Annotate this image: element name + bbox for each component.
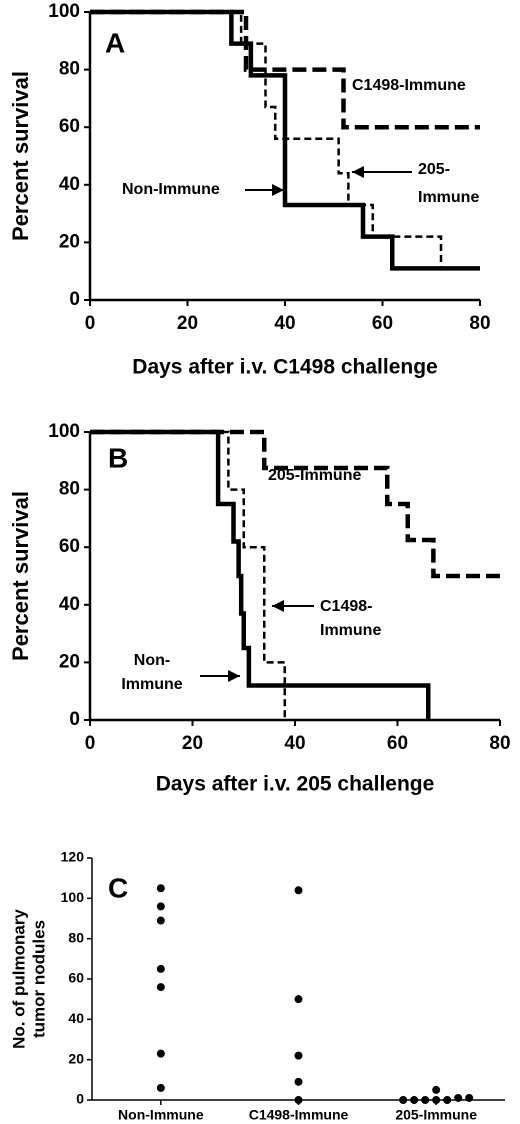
dot — [156, 983, 165, 992]
y-tick-label: 20 — [59, 231, 80, 252]
y-tick-label: 40 — [59, 174, 80, 195]
x-tick-label: 0 — [85, 313, 96, 334]
arrow-head — [272, 184, 284, 196]
y-tick-label: 0 — [76, 1091, 84, 1107]
survival-line — [90, 9, 480, 271]
y-axis-label: tumor nodules — [29, 920, 48, 1038]
x-tick-label: 205-Immune — [395, 1107, 477, 1123]
annotation: C1498- — [320, 598, 372, 615]
y-tick-label: 20 — [59, 651, 80, 672]
panel-label: A — [105, 27, 125, 58]
y-tick-label: 40 — [68, 1010, 84, 1026]
y-tick-label: 60 — [68, 970, 84, 986]
dot — [421, 1096, 430, 1104]
x-tick-label: Non-Immune — [118, 1107, 204, 1123]
x-axis-label: Days after i.v. 205 challenge — [156, 773, 435, 796]
y-axis-label: Percent survival — [8, 491, 33, 661]
dot — [432, 1085, 441, 1094]
y-axis-label: No. of pulmonary — [9, 909, 28, 1049]
survival-line — [90, 430, 286, 720]
annotation: 205-Immune — [268, 467, 361, 484]
arrow-head — [228, 670, 240, 682]
dot — [294, 886, 303, 895]
panel-label: C — [108, 872, 128, 903]
y-tick-label: 100 — [61, 889, 85, 905]
x-tick-label: 20 — [177, 313, 198, 334]
panel-label: B — [108, 442, 128, 473]
annotation: 205- — [418, 161, 450, 178]
y-tick-label: 80 — [68, 929, 84, 945]
dot — [294, 1096, 303, 1104]
annotation: Non-Immune — [122, 181, 220, 198]
annotation: Immune — [320, 622, 381, 639]
y-tick-label: 100 — [48, 421, 80, 442]
arrow-head — [352, 166, 364, 178]
survival-line — [90, 9, 480, 130]
annotation: Non- — [134, 652, 170, 669]
survival-line — [90, 429, 431, 720]
dot — [454, 1093, 463, 1102]
x-tick-label: 80 — [469, 313, 490, 334]
y-tick-label: 0 — [69, 289, 80, 310]
y-tick-label: 80 — [59, 59, 80, 80]
x-tick-label: 40 — [284, 733, 305, 754]
dot — [294, 1077, 303, 1086]
y-tick-label: 60 — [59, 536, 80, 557]
y-tick-label: 60 — [59, 116, 80, 137]
y-tick-label: 80 — [59, 479, 80, 500]
arrow-head — [272, 600, 284, 612]
dot — [156, 884, 165, 893]
y-tick-label: 0 — [69, 709, 80, 730]
x-axis-label: Days after i.v. C1498 challenge — [132, 356, 437, 379]
y-tick-label: 120 — [61, 849, 85, 865]
dot — [156, 902, 165, 911]
annotation: Immune — [418, 189, 479, 206]
dot — [156, 1049, 165, 1058]
dot — [432, 1096, 441, 1104]
y-tick-label: 100 — [48, 1, 80, 22]
y-tick-label: 20 — [68, 1050, 84, 1066]
dot — [410, 1096, 419, 1104]
x-tick-label: 60 — [387, 733, 408, 754]
x-tick-label: 40 — [274, 313, 295, 334]
dot — [156, 1083, 165, 1092]
survival-line — [90, 10, 480, 270]
y-axis-label: Percent survival — [8, 71, 33, 241]
x-tick-label: 80 — [489, 733, 510, 754]
x-tick-label: 20 — [182, 733, 203, 754]
dot — [443, 1096, 452, 1104]
survival-line — [90, 429, 500, 579]
x-tick-label: 60 — [372, 313, 393, 334]
dot — [399, 1096, 408, 1104]
annotation: Immune — [121, 676, 182, 693]
dot — [156, 964, 165, 973]
x-tick-label: C1498-Immune — [249, 1107, 349, 1123]
dot — [294, 1051, 303, 1060]
annotation: C1498-Immune — [352, 77, 466, 94]
dot — [156, 916, 165, 925]
dot — [294, 995, 303, 1004]
y-tick-label: 40 — [59, 594, 80, 615]
x-tick-label: 0 — [85, 733, 96, 754]
dot — [465, 1093, 474, 1102]
